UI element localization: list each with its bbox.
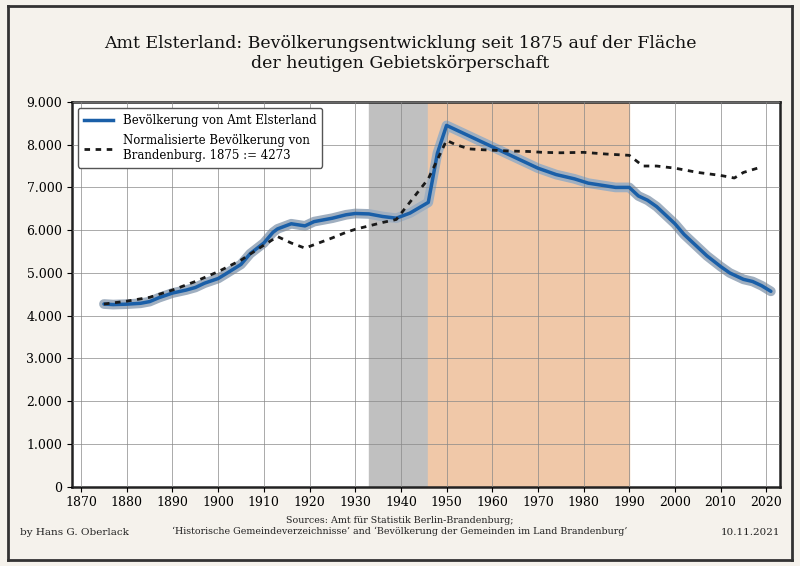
Text: by Hans G. Oberlack: by Hans G. Oberlack — [20, 528, 129, 537]
Bar — [369, 102, 428, 487]
Text: 10.11.2021: 10.11.2021 — [721, 528, 780, 537]
Text: Sources: Amt für Statistik Berlin-Brandenburg;
‘Historische Gemeindeverzeichniss: Sources: Amt für Statistik Berlin-Brande… — [172, 517, 628, 536]
Text: Amt Elsterland: Bevölkerungsentwicklung seit 1875 auf der Fläche
der heutigen Ge: Amt Elsterland: Bevölkerungsentwicklung … — [104, 36, 696, 72]
Legend: Bevölkerung von Amt Elsterland, Normalisierte Bevölkerung von
Brandenburg. 1875 : Bevölkerung von Amt Elsterland, Normalis… — [78, 108, 322, 168]
Bar — [428, 102, 630, 487]
